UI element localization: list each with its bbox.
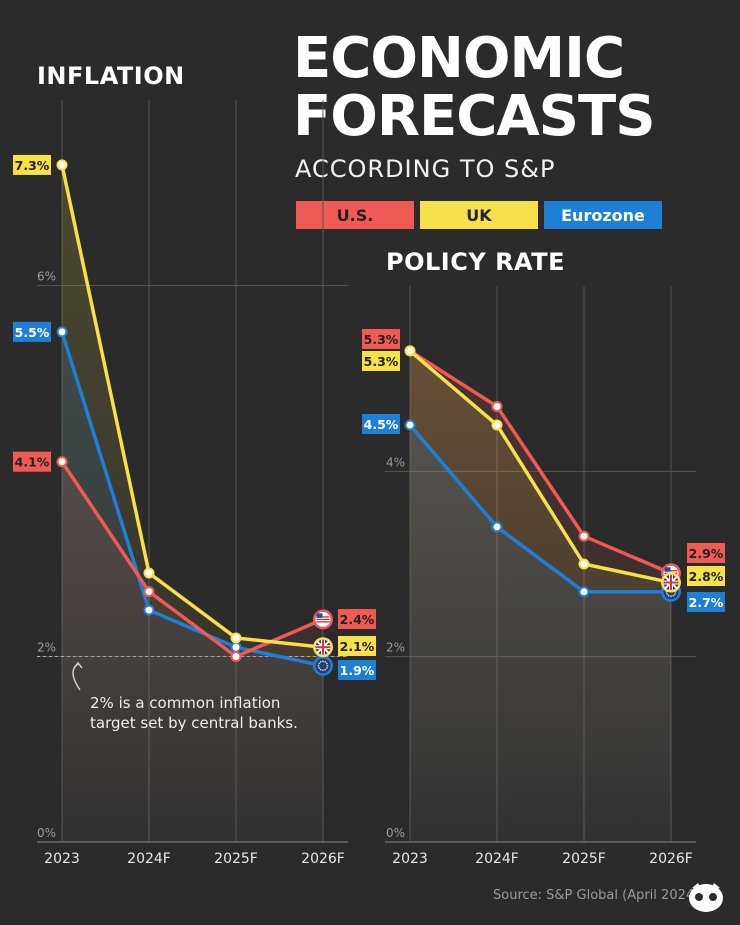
point-1-0-2	[578, 530, 590, 542]
point-0-1-1	[143, 567, 155, 579]
target-note: 2% is a common inflation target set by c…	[90, 693, 298, 733]
title-line-1: ECONOMIC	[293, 26, 625, 91]
start-label-1-2: 4.5%	[364, 417, 399, 432]
end-label-1-1: 2.8%	[689, 569, 724, 584]
end-label-0-2: 1.9%	[340, 663, 375, 678]
end-label-0-0: 2.4%	[340, 612, 375, 627]
x-tick-label-0-3: 2026F	[301, 851, 345, 867]
point-1-2-2	[578, 586, 590, 598]
end-label-box-1-0	[687, 543, 725, 563]
target-note-line-1: 2% is a common inflation	[90, 694, 281, 712]
legend-label-eurozone: Eurozone	[561, 205, 645, 225]
uk-flag-icon	[661, 572, 681, 593]
x-tick-label-1-2: 2025F	[562, 851, 606, 867]
us-flag-icon	[313, 609, 333, 630]
policy-rate-panel-title: POLICY RATE	[386, 248, 566, 276]
start-label-box-1-1	[362, 351, 400, 371]
area-0-2	[62, 331, 323, 842]
point-0-0-2	[230, 651, 242, 662]
page-subtitle: ACCORDING TO S&P	[295, 155, 556, 183]
series-line-0-1	[60, 164, 324, 649]
start-label-box-1-0	[362, 329, 400, 349]
end-label-box-1-2	[687, 592, 725, 612]
series-line-1-0	[409, 349, 672, 575]
page-title: ECONOMIC FORECASTS	[293, 26, 656, 149]
end-label-1-0: 2.9%	[689, 546, 724, 561]
x-tick-label-1-1: 2024F	[475, 851, 519, 867]
start-label-box-0-0	[13, 451, 51, 472]
series-line-0-2	[60, 331, 324, 668]
end-label-1-2: 2.7%	[689, 595, 724, 610]
y-tick-label-1-1: 2%	[386, 641, 405, 655]
end-label-box-0-0	[338, 609, 376, 629]
start-label-box-0-1	[13, 154, 51, 175]
point-1-0-1	[491, 400, 503, 412]
start-label-1-0: 5.3%	[364, 332, 399, 347]
start-label-0-2: 5.5%	[15, 325, 50, 340]
start-label-0-0: 4.1%	[15, 455, 50, 470]
area-1-2	[410, 425, 671, 842]
brand-logo-icon	[689, 883, 723, 912]
y-tick-label-1-0: 0%	[386, 826, 405, 840]
legend-label-uk: UK	[466, 205, 492, 225]
uk-flag-icon	[313, 637, 333, 658]
y-tick-label-0-0: 0%	[37, 826, 56, 840]
start-label-box-0-2	[13, 321, 51, 342]
source-text: Source: S&P Global (April 2024)	[493, 888, 700, 903]
x-tick-label-0-0: 2023	[44, 851, 80, 867]
end-label-box-0-2	[338, 660, 376, 680]
end-label-box-0-1	[338, 636, 376, 656]
series-line-1-2	[408, 423, 671, 594]
point-1-1-0	[404, 345, 416, 357]
point-1-1-1	[491, 419, 503, 431]
point-0-0-0	[56, 456, 68, 468]
eu-flag-icon	[313, 655, 333, 676]
title-line-2: FORECASTS	[293, 84, 656, 149]
point-0-1-2	[230, 632, 242, 644]
legend-item-uk: UK	[420, 201, 538, 229]
y-tick-label-0-1: 2%	[37, 641, 56, 655]
point-0-1-0	[56, 159, 68, 171]
x-tick-label-1-0: 2023	[392, 851, 428, 867]
point-1-2-1	[491, 521, 503, 533]
y-tick-label-0-2: 6%	[37, 270, 56, 284]
series-line-0-0	[60, 460, 324, 659]
point-0-0-1	[143, 586, 155, 598]
inflation-panel-title: INFLATION	[37, 62, 185, 90]
start-label-0-1: 7.3%	[15, 158, 50, 173]
point-0-2-1	[143, 604, 155, 616]
point-1-2-0	[404, 419, 416, 431]
series-line-1-1	[408, 349, 672, 585]
legend-item-us: U.S.	[296, 201, 414, 229]
end-label-box-1-1	[687, 566, 725, 586]
start-label-1-1: 5.3%	[364, 354, 399, 369]
start-label-box-1-2	[362, 414, 400, 434]
x-tick-label-1-3: 2026F	[649, 851, 693, 867]
x-tick-label-0-2: 2025F	[214, 851, 258, 867]
y-tick-label-1-2: 4%	[386, 455, 405, 469]
target-note-line-2: target set by central banks.	[90, 714, 298, 732]
point-0-2-0	[56, 326, 68, 338]
x-tick-label-0-1: 2024F	[127, 851, 171, 867]
legend-item-eurozone: Eurozone	[544, 201, 662, 229]
point-1-1-2	[578, 558, 590, 570]
point-0-2-2	[230, 641, 242, 653]
legend-label-us: U.S.	[336, 205, 374, 225]
end-label-0-1: 2.1%	[340, 639, 375, 654]
legend: U.S. UK Eurozone	[296, 201, 662, 229]
